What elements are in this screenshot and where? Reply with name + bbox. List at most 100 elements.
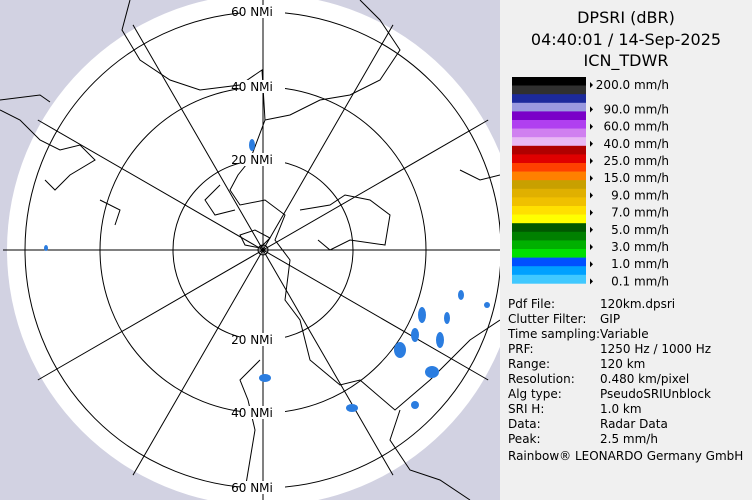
panel-header: DPSRI (dBR) 04:40:01 / 14-Sep-2025 ICN_T… [531, 8, 721, 71]
legend-swatch [512, 266, 586, 276]
ring-label: 20 NMi [231, 153, 273, 167]
legend-swatch [512, 145, 586, 155]
ring-label: 40 NMi [231, 406, 273, 420]
legend-label: 5.0 mm/h [611, 223, 669, 237]
legend: 200.0 mm/h 90.0 mm/h 60.0 mm/h 40.0 mm/h 25.… [512, 77, 669, 288]
legend-label: 40.0 mm/h [603, 137, 669, 151]
echo [436, 332, 444, 348]
legend-swatch [512, 111, 586, 121]
echo [259, 374, 271, 382]
legend-swatch [512, 274, 586, 284]
radar-site [257, 244, 269, 256]
legend-swatch [512, 206, 586, 215]
legend-swatch [512, 154, 586, 164]
legend-arrow [590, 261, 593, 268]
info-key: Pdf File: [508, 297, 555, 311]
info-value: 120 km [600, 357, 645, 371]
legend-arrow [590, 175, 593, 182]
legend-arrow [590, 140, 593, 147]
legend-swatch [512, 137, 586, 147]
info-value: Variable [600, 327, 649, 341]
legend-label: 7.0 mm/h [611, 206, 669, 220]
info-value: GIP [600, 312, 620, 326]
legend-arrow [590, 123, 593, 130]
legend-swatch [512, 163, 586, 172]
info-key: Alg type: [508, 387, 562, 401]
legend-swatch [512, 197, 586, 207]
info-key: Data: [508, 417, 541, 431]
legend-swatch [512, 240, 586, 250]
legend-swatch [512, 171, 586, 181]
echo [346, 404, 358, 412]
legend-arrow [590, 278, 593, 285]
ring-label-bg [241, 80, 285, 93]
legend-swatch [512, 188, 586, 198]
timestamp: 04:40:01 / 14-Sep-2025 [531, 30, 721, 49]
legend-swatch [512, 180, 586, 190]
info-value: 1250 Hz / 1000 Hz [600, 342, 711, 356]
station: ICN_TDWR [584, 51, 669, 71]
echo [458, 290, 464, 300]
legend-arrow [590, 158, 593, 164]
legend-swatch [512, 249, 586, 258]
legend-label: 0.1 mm/h [611, 274, 669, 288]
legend-swatch [512, 102, 586, 112]
echoes [44, 139, 490, 412]
legend-swatch [512, 214, 586, 224]
legend-label: 60.0 mm/h [603, 120, 669, 134]
echo [444, 312, 450, 324]
echo [411, 328, 419, 342]
credit: Rainbow® LEONARDO Germany GmbH [508, 449, 743, 463]
info-key: Time sampling: [507, 327, 600, 341]
legend-arrow [590, 192, 593, 199]
legend-arrow [590, 209, 593, 216]
legend-label: 15.0 mm/h [603, 171, 669, 185]
ring-label-bg [241, 406, 285, 419]
legend-arrow [590, 226, 593, 233]
ring-label-bg [241, 153, 285, 166]
info-key: SRI H: [508, 402, 544, 416]
info-value: Radar Data [600, 417, 668, 431]
ring-labels: 60 NMi 40 NMi 20 NMi 20 NMi 40 NMi 60 NMi [231, 5, 285, 495]
legend-swatch [512, 223, 586, 233]
echo [249, 139, 255, 151]
ring-label: 60 NMi [231, 481, 273, 495]
info-value: 120km.dpsri [600, 297, 675, 311]
info-key: PRF: [508, 342, 534, 356]
legend-arrow [590, 244, 593, 250]
legend-label: 9.0 mm/h [611, 188, 669, 202]
info-value: PseudoSRIUnblock [600, 387, 711, 401]
echo [425, 366, 439, 378]
legend-label: 3.0 mm/h [611, 240, 669, 254]
info-value: 0.480 km/pixel [600, 372, 689, 386]
legend-swatch [512, 77, 586, 86]
legend-label: 1.0 mm/h [611, 257, 669, 271]
info-value: 2.5 mm/h [600, 432, 658, 446]
legend-arrow [590, 82, 593, 88]
info-key: Clutter Filter: [508, 312, 586, 326]
legend-label: 25.0 mm/h [603, 154, 669, 168]
product-title: DPSRI (dBR) [577, 8, 675, 27]
legend-label: 90.0 mm/h [603, 102, 669, 116]
ring-label-bg [241, 333, 285, 346]
info-key: Resolution: [508, 372, 575, 386]
map: 60 NMi 40 NMi 20 NMi 20 NMi 40 NMi 60 NMi [0, 0, 500, 500]
ring-label: 20 NMi [231, 333, 273, 347]
ring-label: 40 NMi [231, 80, 273, 94]
legend-swatch [512, 94, 586, 104]
info-key: Peak: [508, 432, 541, 446]
legend-swatch [512, 85, 586, 95]
echo [394, 342, 406, 358]
legend-swatch [512, 231, 586, 241]
ring-label-bg [241, 5, 285, 18]
legend-arrow [590, 106, 593, 113]
info-value: 1.0 km [600, 402, 642, 416]
echo [418, 307, 426, 323]
ring-label: 60 NMi [231, 5, 273, 19]
echo [44, 245, 48, 251]
legend-label: 200.0 mm/h [596, 78, 669, 92]
legend-swatch [512, 257, 586, 267]
info-table: Pdf File: 120km.dpsri Clutter Filter: GIPTi… [507, 297, 711, 446]
legend-swatch [512, 120, 586, 129]
